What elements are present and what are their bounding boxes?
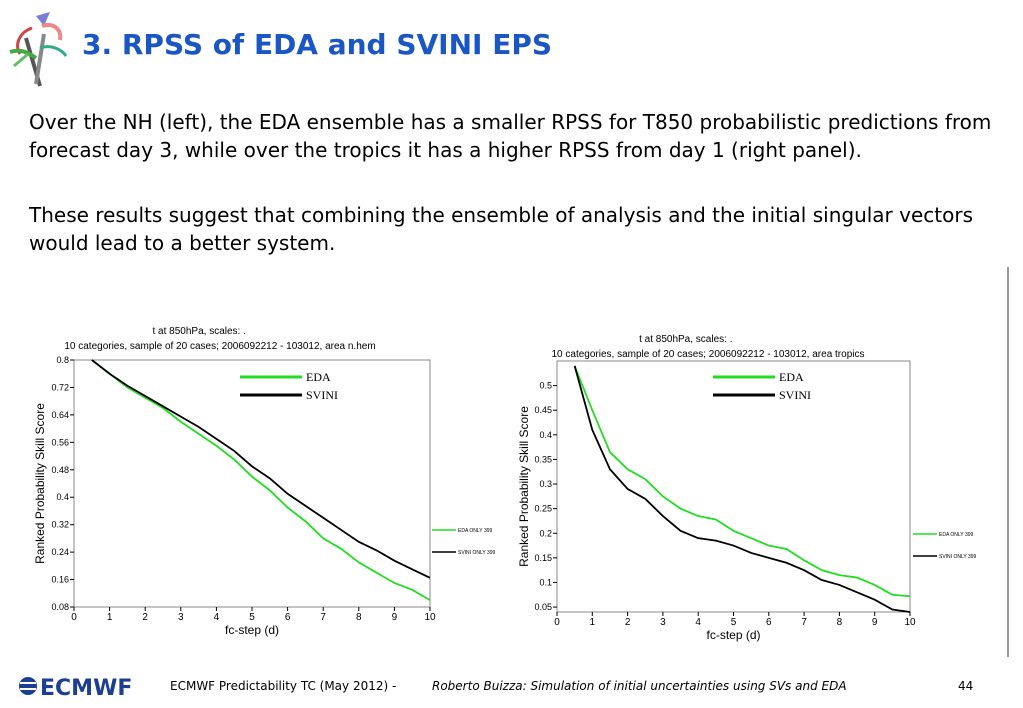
legend-label: EDA — [306, 370, 331, 384]
y-tick-label: 0.15 — [534, 553, 552, 563]
y-tick-label: 0.56 — [51, 437, 69, 447]
rpss-chart-tropics: t at 850hPa, scales: . 10 categories, sam… — [517, 334, 977, 642]
chart-title: t at 850hPa, scales: . — [639, 334, 732, 345]
y-tick-label: 0.45 — [534, 405, 552, 415]
x-tick-label: 8 — [356, 612, 362, 623]
divider-line — [1007, 267, 1009, 657]
x-tick-label: 7 — [320, 612, 326, 623]
plot-frame — [73, 359, 431, 608]
x-axis-label: fc-step (d) — [706, 628, 760, 642]
chart-subtitle: 10 categories, sample of 20 cases; 20060… — [552, 349, 865, 360]
x-tick-label: 2 — [625, 617, 631, 628]
chart-title: t at 850hPa, scales: . — [153, 326, 246, 337]
x-tick-label: 6 — [766, 617, 772, 628]
series-line-eda — [573, 365, 911, 598]
x-tick-label: 5 — [731, 617, 737, 628]
x-tick-label: 10 — [904, 617, 916, 628]
paragraph-1: Over the NH (left), the EDA ensemble has… — [29, 110, 992, 162]
footer-right-text: Roberto Buizza: Simulation of initial un… — [432, 679, 847, 693]
x-tick-label: 5 — [249, 612, 255, 623]
series-line-svini — [91, 359, 431, 579]
y-tick-label: 0.72 — [51, 382, 69, 392]
ecmwf-logo-icon: ECMWF — [19, 676, 132, 699]
legend-label: SVINI — [779, 388, 811, 402]
y-tick-label: 0.08 — [51, 602, 69, 612]
y-tick-label: 0.4 — [56, 492, 69, 502]
series-line-eda — [91, 359, 431, 601]
ecmwf-swirl-logo-icon — [9, 12, 68, 87]
y-tick-label: 0.4 — [539, 430, 552, 440]
x-axis-label: fc-step (d) — [225, 623, 279, 637]
y-tick-label: 0.25 — [534, 504, 552, 514]
side-legend-label: SVINI ONLY 399 — [939, 554, 977, 560]
y-tick-label: 0.05 — [534, 602, 552, 612]
legend-label: SVINI — [306, 388, 338, 402]
chart-subtitle: 10 categories, sample of 20 cases; 20060… — [64, 341, 375, 352]
page-number: 44 — [958, 679, 974, 693]
series-line-svini — [573, 365, 911, 613]
y-tick-label: 0.24 — [51, 547, 69, 557]
y-tick-label: 0.64 — [51, 410, 69, 420]
x-tick-label: 3 — [178, 612, 184, 623]
x-tick-label: 2 — [142, 612, 148, 623]
y-tick-label: 0.3 — [539, 479, 552, 489]
y-tick-label: 0.5 — [539, 381, 552, 391]
x-tick-label: 10 — [424, 612, 436, 623]
x-tick-label: 9 — [872, 617, 878, 628]
paragraph-2: These results suggest that combining the… — [29, 203, 973, 255]
x-tick-label: 6 — [285, 612, 291, 623]
y-tick-label: 0.35 — [534, 454, 552, 464]
y-tick-label: 0.2 — [539, 528, 552, 538]
y-axis-label: Ranked Probability Skill Score — [33, 403, 47, 564]
side-legend-label: SVINI ONLY 399 — [458, 550, 496, 556]
slide-title: 3. RPSS of EDA and SVINI EPS — [82, 28, 553, 61]
x-tick-label: 8 — [837, 617, 843, 628]
x-tick-label: 9 — [392, 612, 398, 623]
ecmwf-logo-text: ECMWF — [40, 676, 132, 699]
rpss-chart-nh: t at 850hPa, scales: . 10 categories, sam… — [33, 326, 496, 637]
y-tick-label: 0.48 — [51, 465, 69, 475]
y-tick-label: 0.32 — [51, 520, 69, 530]
side-legend-label: EDA ONLY 399 — [939, 532, 973, 538]
side-legend-label: EDA ONLY 399 — [458, 528, 492, 534]
x-tick-label: 7 — [801, 617, 807, 628]
x-tick-label: 0 — [554, 617, 560, 628]
x-tick-label: 0 — [71, 612, 77, 623]
plot-frame — [556, 360, 911, 613]
y-tick-label: 0.8 — [56, 355, 69, 365]
x-tick-label: 4 — [214, 612, 220, 623]
x-tick-label: 1 — [107, 612, 113, 623]
y-tick-label: 0.1 — [539, 577, 552, 587]
y-tick-label: 0.16 — [51, 575, 69, 585]
x-tick-label: 1 — [590, 617, 596, 628]
x-tick-label: 3 — [660, 617, 666, 628]
legend-label: EDA — [779, 370, 804, 384]
x-tick-label: 4 — [695, 617, 701, 628]
y-axis-label: Ranked Probability Skill Score — [517, 406, 531, 567]
footer-left-text: ECMWF Predictability TC (May 2012) - — [170, 679, 397, 693]
